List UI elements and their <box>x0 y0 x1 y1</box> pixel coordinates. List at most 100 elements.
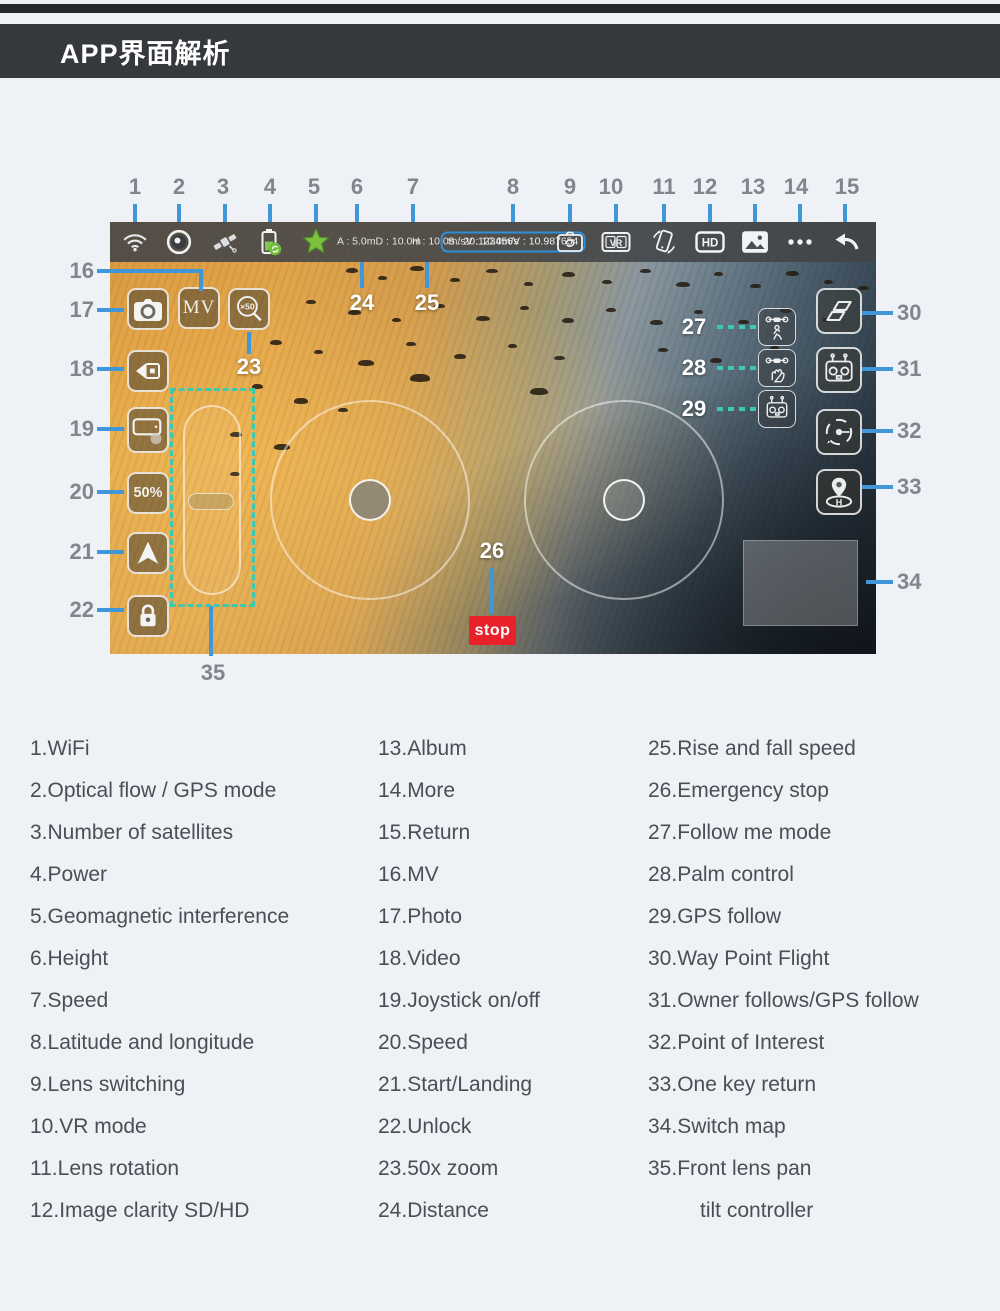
leader-line-35 <box>209 606 213 656</box>
callout-28: 28 <box>681 355 707 380</box>
lens-rotation-button[interactable] <box>650 228 678 256</box>
top-strip <box>0 4 1000 13</box>
hd-sd-toggle-button[interactable]: HD <box>695 231 725 253</box>
boat-speck <box>486 269 498 273</box>
leader-line-9 <box>568 204 572 222</box>
one-key-return-button[interactable]: H <box>816 469 862 515</box>
callout-35: 35 <box>200 660 226 685</box>
leader-line-2 <box>177 204 181 222</box>
boat-speck <box>454 354 466 359</box>
boat-speck <box>562 318 574 323</box>
callout-2: 2 <box>172 174 186 199</box>
callout-6: 6 <box>350 174 364 199</box>
boat-speck <box>348 310 361 315</box>
boat-speck <box>676 282 690 287</box>
satellite-count-icon <box>211 230 239 254</box>
speed-button[interactable]: 50% <box>127 472 169 514</box>
legend-item: 28.Palm control <box>648 863 794 886</box>
emergency-stop-button[interactable]: stop <box>469 616 516 645</box>
boat-speck <box>710 358 722 363</box>
boat-speck <box>270 340 282 345</box>
boat-speck <box>274 444 290 450</box>
unlock-button[interactable] <box>127 595 169 637</box>
legend-item: 1.WiFi <box>30 737 90 760</box>
callout-23: 23 <box>236 354 262 379</box>
leader-line-30 <box>862 311 893 315</box>
legend-column-3: 25.Rise and fall speed 26.Emergency stop… <box>648 728 919 1232</box>
callout-24: 24 <box>349 290 375 315</box>
callout-14: 14 <box>783 174 809 199</box>
callout-dash-28 <box>717 366 756 370</box>
leader-line-16a <box>97 269 203 273</box>
pan-tilt-slider-handle[interactable] <box>188 493 234 510</box>
legend-item: 16.MV <box>378 863 439 886</box>
legend-item: 20.Speed <box>378 1031 468 1054</box>
palm-control-button[interactable] <box>758 349 796 387</box>
legend-item: 15.Return <box>378 821 471 844</box>
legend-item: 18.Video <box>378 947 461 970</box>
legend-item: 33.One key return <box>648 1073 817 1096</box>
callout-1: 1 <box>128 174 142 199</box>
legend-item: 34.Switch map <box>648 1115 786 1138</box>
speed-label: 50% <box>133 485 163 501</box>
left-joystick-knob[interactable] <box>349 479 391 521</box>
wifi-icon <box>122 232 148 252</box>
leader-line-11 <box>662 204 666 222</box>
callout-31: 31 <box>897 356 922 381</box>
leader-line-14 <box>798 204 802 222</box>
map-preview[interactable] <box>743 540 858 626</box>
point-of-interest-button[interactable] <box>816 409 862 455</box>
follow-me-mode-button[interactable] <box>758 308 796 346</box>
boat-speck <box>562 272 575 277</box>
legend-item: 30.Way Point Flight <box>648 947 830 970</box>
album-button[interactable] <box>741 230 769 254</box>
lat-lon-readout: S : 20.123456 V : 10.987654 <box>440 231 586 253</box>
callout-dash-29 <box>717 407 756 411</box>
mv-label: MV <box>182 297 216 318</box>
boat-speck <box>294 398 308 404</box>
svg-text:VR: VR <box>610 238 623 248</box>
waypoint-flight-button[interactable] <box>816 288 862 334</box>
gps-follow-button[interactable] <box>758 390 796 428</box>
altitude-distance-readout: A : 5.0m D : 10.0m <box>337 234 421 250</box>
legend-item: 8.Latitude and longitude <box>30 1031 255 1054</box>
callout-18: 18 <box>69 356 94 381</box>
leader-line-21 <box>97 550 124 554</box>
boat-speck <box>780 308 792 313</box>
legend-item: 19.Joystick on/off <box>378 989 540 1012</box>
header-bar: APP界面解析 <box>0 24 1000 78</box>
legend-item: 2.Optical flow / GPS mode <box>30 779 277 802</box>
legend-item: 7.Speed <box>30 989 109 1012</box>
legend-column-2: 13.Album 14.More 15.Return 16.MV 17.Phot… <box>378 728 540 1232</box>
back-button[interactable] <box>831 230 859 254</box>
boat-speck <box>358 360 374 366</box>
legend-item: 21.Start/Landing <box>378 1073 533 1096</box>
mv-button[interactable]: MV <box>178 287 220 329</box>
leader-line-20 <box>97 490 124 494</box>
right-joystick-knob[interactable] <box>603 479 645 521</box>
vr-mode-button[interactable]: VR <box>601 231 631 253</box>
lon-value: V : 10.987654 <box>513 235 579 248</box>
lens-switch-button[interactable] <box>556 230 584 254</box>
callout-26: 26 <box>479 538 505 563</box>
start-landing-button[interactable] <box>127 532 169 574</box>
callout-15: 15 <box>834 174 860 199</box>
leader-line-12 <box>708 204 712 222</box>
callout-3: 3 <box>216 174 230 199</box>
owner-follows-button[interactable] <box>816 347 862 393</box>
boat-speck <box>858 286 869 290</box>
callout-5: 5 <box>307 174 321 199</box>
leader-line-5 <box>314 204 318 222</box>
more-button[interactable] <box>786 237 814 247</box>
zoom-50x-button[interactable]: ×50 <box>228 288 270 330</box>
callout-29: 29 <box>681 396 707 421</box>
boat-speck <box>554 356 565 360</box>
photo-button[interactable] <box>127 288 169 330</box>
video-button[interactable] <box>127 350 169 392</box>
joystick-toggle-button[interactable] <box>127 407 169 453</box>
left-joystick-pad[interactable] <box>270 400 470 600</box>
v-speed-value: V : 10.0m/s <box>465 235 519 248</box>
callout-9: 9 <box>563 174 577 199</box>
boat-speck <box>410 266 424 271</box>
right-joystick-pad[interactable] <box>524 400 724 600</box>
